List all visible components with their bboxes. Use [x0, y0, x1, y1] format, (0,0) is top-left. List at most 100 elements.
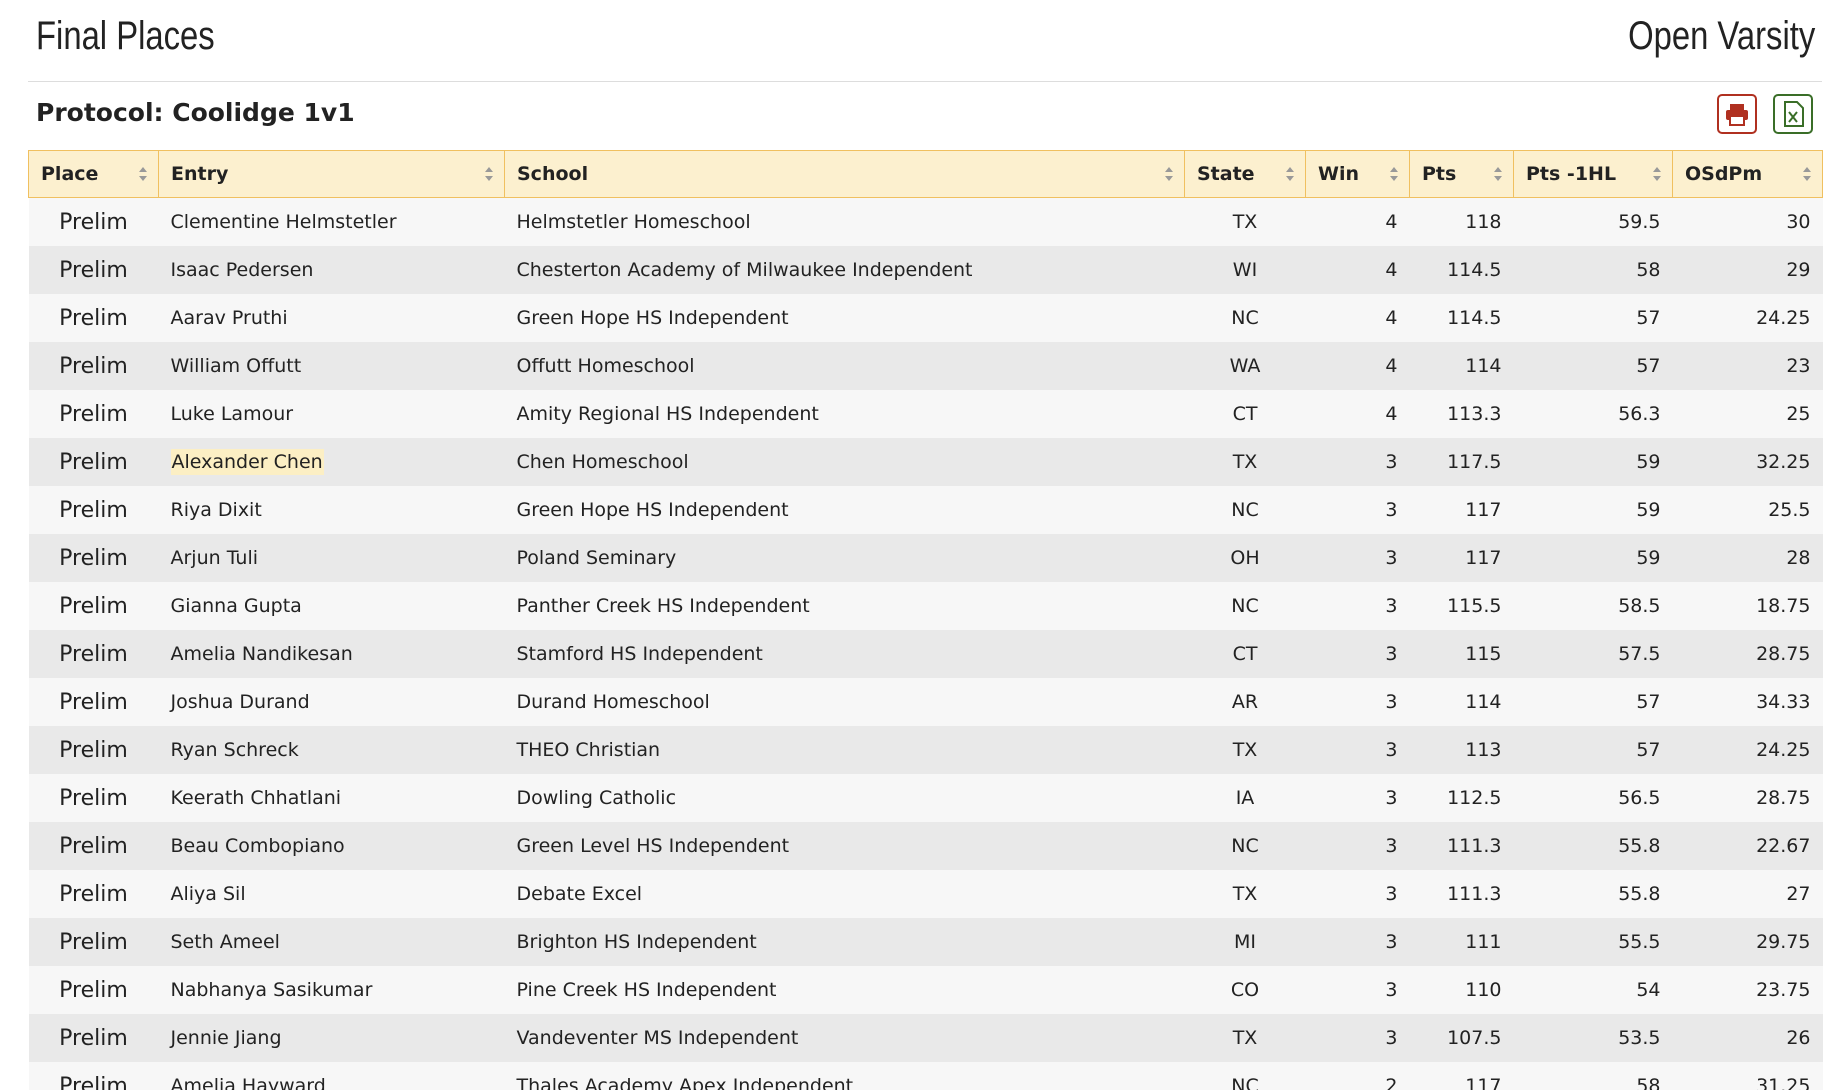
cell-text: 114 — [1465, 355, 1502, 377]
column-header[interactable]: Win — [1305, 150, 1410, 198]
column-header[interactable]: Entry — [158, 150, 505, 198]
column-header[interactable]: Place — [28, 150, 159, 198]
cell-text: 58 — [1636, 259, 1661, 281]
cell-text: Jennie Jiang — [170, 1027, 282, 1049]
cell-text: 54 — [1636, 979, 1661, 1001]
table-cell: 28.75 — [1672, 774, 1823, 822]
table-row: Prelim Beau Combopiano Green Level HS Inde… — [28, 822, 1823, 870]
cell-text: 28 — [1786, 547, 1811, 569]
table-cell: 4 — [1305, 294, 1410, 342]
table-row: Prelim William Offutt Offutt Homeschool WA 4… — [28, 342, 1823, 390]
table-cell: 54 — [1513, 966, 1673, 1014]
cell-text: Prelim — [59, 401, 128, 427]
table-cell: 3 — [1305, 966, 1410, 1014]
cell-text: 56.5 — [1618, 787, 1661, 809]
divider — [28, 81, 1822, 82]
cell-text: 4 — [1385, 307, 1398, 329]
column-header[interactable]: Pts -1HL — [1513, 150, 1673, 198]
table-cell: 30 — [1672, 197, 1823, 246]
print-button[interactable] — [1717, 94, 1757, 134]
cell-text: 3 — [1385, 595, 1398, 617]
cell-text: Thales Academy Apex Independent — [516, 1075, 854, 1090]
table-cell: Prelim — [28, 1062, 159, 1090]
table-cell: 31.25 — [1672, 1062, 1823, 1090]
cell-text: Nabhanya Sasikumar — [170, 979, 373, 1001]
table-cell: 4 — [1305, 390, 1410, 438]
cell-text: Chen Homeschool — [516, 451, 689, 473]
cell-text: 107.5 — [1447, 1027, 1502, 1049]
cell-text: Seth Ameel — [170, 931, 280, 953]
table-cell: 22.67 — [1672, 822, 1823, 870]
cell-text: Panther Creek HS Independent — [516, 595, 810, 617]
cell-text: Chesterton Academy of Milwaukee Independ… — [516, 259, 973, 281]
table-cell: Seth Ameel — [158, 918, 505, 966]
table-cell: 27 — [1672, 870, 1823, 918]
cell-text: 4 — [1385, 211, 1398, 233]
table-cell: Green Level HS Independent — [504, 822, 1185, 870]
table-cell: 3 — [1305, 774, 1410, 822]
cell-text: 115 — [1465, 643, 1502, 665]
column-header[interactable]: Pts — [1409, 150, 1514, 198]
cell-text: Aarav Pruthi — [170, 307, 288, 329]
cell-text: AR — [1231, 691, 1259, 713]
table-cell: 55.8 — [1513, 870, 1673, 918]
sort-icon — [1653, 167, 1661, 181]
table-cell: 114 — [1409, 678, 1514, 726]
excel-button[interactable] — [1773, 94, 1813, 134]
cell-text: 24.25 — [1756, 739, 1811, 761]
table-cell: 3 — [1305, 1014, 1410, 1062]
cell-text: Gianna Gupta — [170, 595, 302, 617]
table-cell: Amelia Nandikesan — [158, 630, 505, 678]
table-cell: 3 — [1305, 534, 1410, 582]
cell-text: 3 — [1385, 547, 1398, 569]
table-cell: NC — [1184, 822, 1306, 870]
table-cell: 25 — [1672, 390, 1823, 438]
cell-text: TX — [1232, 211, 1258, 233]
cell-text: Prelim — [59, 305, 128, 331]
table-cell: NC — [1184, 582, 1306, 630]
table-cell: 115.5 — [1409, 582, 1514, 630]
table-cell: 55.5 — [1513, 918, 1673, 966]
table-cell: Poland Seminary — [504, 534, 1185, 582]
sort-icon — [485, 167, 493, 181]
table-cell: 55.8 — [1513, 822, 1673, 870]
cell-text: TX — [1232, 1027, 1258, 1049]
table-cell: CO — [1184, 966, 1306, 1014]
sort-icon — [1165, 167, 1173, 181]
table-cell: Isaac Pedersen — [158, 246, 505, 294]
table-cell: NC — [1184, 1062, 1306, 1090]
table-cell: 28 — [1672, 534, 1823, 582]
table-cell: TX — [1184, 870, 1306, 918]
cell-text: Prelim — [59, 785, 128, 811]
cell-text: 118 — [1465, 211, 1502, 233]
table-cell: 3 — [1305, 870, 1410, 918]
table-cell: 3 — [1305, 918, 1410, 966]
table-cell: 117 — [1409, 534, 1514, 582]
table-cell: Prelim — [28, 1014, 159, 1062]
table-cell: 57.5 — [1513, 630, 1673, 678]
cell-text: Green Level HS Independent — [516, 835, 790, 857]
column-header[interactable]: OSdPm — [1672, 150, 1823, 198]
cell-text: 57 — [1636, 307, 1661, 329]
cell-text: Green Hope HS Independent — [516, 307, 789, 329]
table-cell: 59 — [1513, 486, 1673, 534]
cell-text: Prelim — [59, 881, 128, 907]
table-cell: Panther Creek HS Independent — [504, 582, 1185, 630]
table-cell: Riya Dixit — [158, 486, 505, 534]
cell-text: 55.8 — [1618, 883, 1661, 905]
cell-text: Ryan Schreck — [170, 739, 299, 761]
cell-text: 26 — [1786, 1027, 1811, 1049]
table-cell: 117 — [1409, 486, 1514, 534]
results-table: Place Entry School State Win Pts Pts -1HL OSdPm… — [28, 150, 1823, 1090]
column-header[interactable]: School — [504, 150, 1185, 198]
column-label: Pts -1HL — [1526, 163, 1617, 185]
table-cell: Joshua Durand — [158, 678, 505, 726]
table-cell: Alexander Chen — [158, 438, 505, 486]
table-cell: Amity Regional HS Independent — [504, 390, 1185, 438]
cell-text: 3 — [1385, 499, 1398, 521]
table-cell: 3 — [1305, 822, 1410, 870]
cell-text: Aliya Sil — [170, 883, 246, 905]
table-cell: 58.5 — [1513, 582, 1673, 630]
table-cell: OH — [1184, 534, 1306, 582]
column-header[interactable]: State — [1184, 150, 1306, 198]
